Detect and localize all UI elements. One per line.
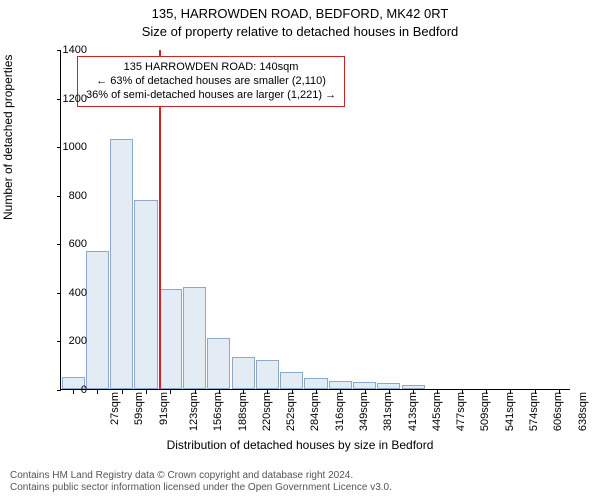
xtick-mark (97, 390, 98, 394)
footer: Contains HM Land Registry data © Crown c… (10, 470, 392, 494)
xtick-label: 156sqm (212, 392, 224, 431)
ytick-label: 800 (47, 190, 87, 202)
bar (353, 382, 376, 389)
xtick-label: 541sqm (504, 392, 516, 431)
bar (377, 383, 400, 389)
y-axis-label: Number of detached properties (1, 55, 15, 220)
footer-line2: Contains public sector information licen… (10, 482, 392, 494)
bar (110, 139, 133, 389)
annotation-line1: 135 HARROWDEN ROAD: 140sqm (86, 61, 336, 75)
bar (134, 200, 157, 389)
xtick-label: 27sqm (109, 392, 121, 425)
bar (402, 385, 425, 389)
chart-subtitle: Size of property relative to detached ho… (0, 24, 600, 39)
xtick-label: 574sqm (528, 392, 540, 431)
xtick-label: 252sqm (285, 392, 297, 431)
ytick-label: 1000 (47, 141, 87, 153)
xtick-mark (170, 390, 171, 394)
xtick-label: 123sqm (188, 392, 200, 431)
annotation-box: 135 HARROWDEN ROAD: 140sqm ← 63% of deta… (77, 56, 345, 107)
ytick-label: 1200 (47, 93, 87, 105)
annotation-line3: 36% of semi-detached houses are larger (… (86, 89, 336, 103)
ytick-label: 1400 (47, 44, 87, 56)
bar (183, 287, 206, 389)
bar (207, 338, 230, 389)
xtick-label: 381sqm (382, 392, 394, 431)
xtick-label: 349sqm (358, 392, 370, 431)
bar (232, 357, 255, 389)
xtick-label: 91sqm (158, 392, 170, 425)
bar (86, 251, 109, 389)
xtick-label: 220sqm (261, 392, 273, 431)
footer-line1: Contains HM Land Registry data © Crown c… (10, 470, 392, 482)
ytick-label: 200 (47, 335, 87, 347)
xtick-label: 284sqm (310, 392, 322, 431)
xtick-label: 509sqm (480, 392, 492, 431)
bar (280, 372, 303, 389)
ytick-label: 600 (47, 238, 87, 250)
bar (329, 381, 352, 390)
xtick-label: 413sqm (407, 392, 419, 431)
xtick-mark (146, 390, 147, 394)
chart-title: 135, HARROWDEN ROAD, BEDFORD, MK42 0RT (0, 6, 600, 21)
xtick-label: 477sqm (455, 392, 467, 431)
xtick-label: 188sqm (237, 392, 249, 431)
xtick-mark (122, 390, 123, 394)
annotation-line2: ← 63% of detached houses are smaller (2,… (86, 75, 336, 89)
xtick-label: 638sqm (577, 392, 589, 431)
xtick-label: 59sqm (133, 392, 145, 425)
xtick-label: 316sqm (334, 392, 346, 431)
ytick-label: 0 (47, 384, 87, 396)
plot-area: 135 HARROWDEN ROAD: 140sqm ← 63% of deta… (60, 50, 570, 390)
bar (159, 289, 182, 389)
bar (256, 360, 279, 389)
xtick-label: 445sqm (431, 392, 443, 431)
chart-container: 135, HARROWDEN ROAD, BEDFORD, MK42 0RT S… (0, 0, 600, 500)
x-axis-label: Distribution of detached houses by size … (0, 438, 600, 452)
ytick-label: 400 (47, 287, 87, 299)
xtick-label: 606sqm (552, 392, 564, 431)
bar (304, 378, 327, 389)
